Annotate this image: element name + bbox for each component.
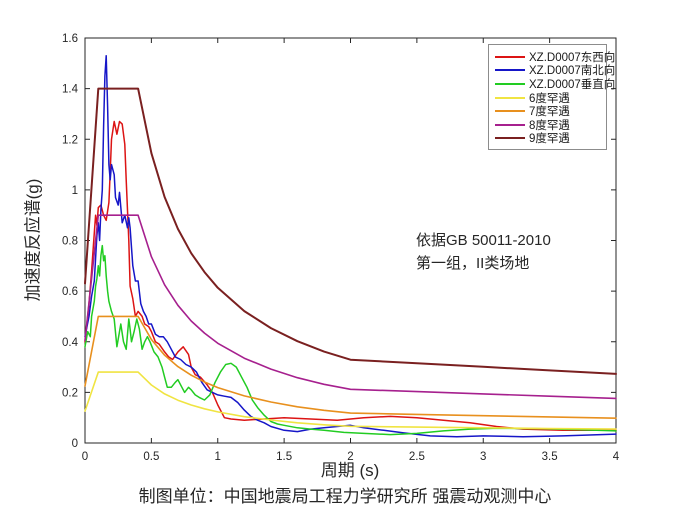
x-tick-label: 4 [613, 451, 620, 463]
series-rare-6 [84, 371, 617, 430]
series-xz-d0007-ew [84, 120, 617, 432]
y-tick-label: 0.6 [62, 286, 78, 298]
x-tick-label: 3.5 [542, 451, 558, 463]
y-tick-label: 0.4 [62, 337, 79, 349]
y-tick-label: 1.4 [62, 84, 79, 96]
legend-item-xz-d0007-ew: XZ.D0007东西向 [489, 50, 615, 64]
y-tick-label: 1.6 [62, 33, 78, 45]
series-rare-7 [84, 315, 617, 420]
legend-line-sample [495, 82, 525, 85]
legend-line-sample [495, 123, 525, 126]
legend-label: 8度罕遇 [529, 119, 570, 132]
y-tick-label: 1.2 [62, 134, 78, 146]
y-tick-label: 0 [72, 438, 78, 450]
x-tick-label: 1 [215, 451, 221, 463]
annotation-line-2: 第一组，II类场地 [416, 255, 530, 272]
legend: XZ.D0007东西向 XZ.D0007南北向 XZ.D0007垂直向 6度罕遇 7度罕… [488, 44, 615, 151]
y-axis-label: 加速度反应谱(g) [23, 178, 43, 302]
legend-line-sample [495, 69, 525, 72]
x-tick-label: 2 [347, 451, 353, 463]
legend-item-rare-8: 8度罕遇 [489, 118, 606, 132]
legend-item-rare-6: 6度罕遇 [489, 91, 606, 105]
legend-label: 7度罕遇 [529, 106, 570, 119]
legend-label: 9度罕遇 [529, 133, 570, 146]
series-xz-d0007-ns [84, 54, 617, 438]
annotation-line-1: 依据GB 50011-2010 [416, 232, 551, 249]
series-rare-8 [84, 214, 617, 400]
legend-line-sample [495, 110, 525, 113]
legend-label: XZ.D0007南北向 [529, 65, 616, 78]
figure-caption: 制图单位：中国地震局工程力学研究所 强震动观测中心 [138, 487, 552, 506]
x-axis-label: 周期 (s) [320, 461, 380, 480]
legend-item-xz-d0007-ud: XZ.D0007垂直向 [489, 77, 615, 91]
x-tick-label: 1.5 [276, 451, 292, 463]
y-tick-label: 0.8 [62, 236, 78, 248]
code-annotation: 依据GB 50011-2010 第一组，II类场地 [416, 229, 551, 275]
x-tick-label: 3 [480, 451, 486, 463]
legend-label: 6度罕遇 [529, 92, 570, 105]
legend-label: XZ.D0007垂直向 [529, 78, 616, 91]
legend-line-sample [495, 96, 525, 99]
legend-line-sample [495, 55, 525, 58]
y-tick-label: 0.2 [62, 387, 78, 399]
legend-label: XZ.D0007东西向 [529, 51, 616, 64]
x-tick-label: 2.5 [409, 451, 425, 463]
y-tick-label: 1 [72, 185, 78, 197]
x-tick-label: 0.5 [143, 451, 159, 463]
legend-item-xz-d0007-ns: XZ.D0007南北向 [489, 64, 615, 77]
series-rare-9 [84, 87, 617, 375]
legend-line-sample [495, 137, 525, 140]
legend-item-rare-7: 7度罕遇 [489, 104, 606, 118]
x-tick-label: 0 [82, 451, 88, 463]
series-xz-d0007-ud [84, 244, 617, 436]
legend-item-rare-9: 9度罕遇 [489, 132, 606, 146]
